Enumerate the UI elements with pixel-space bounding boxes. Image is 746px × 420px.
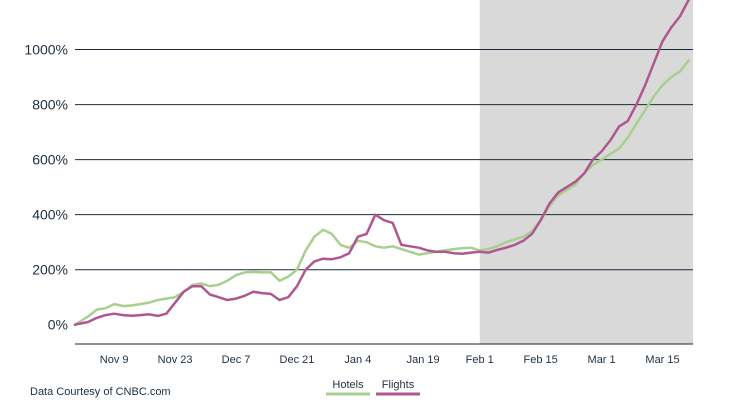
x-tick-label: Nov 23 [158, 354, 193, 366]
series-lines [73, 0, 690, 326]
x-tick-label: Feb 1 [466, 354, 494, 366]
gridlines [75, 49, 693, 271]
y-tick-label: 0% [48, 317, 68, 333]
x-tick-label: Feb 15 [524, 354, 558, 366]
x-tick-label: Jan 19 [407, 354, 440, 366]
legend-label-flights: Flights [382, 379, 415, 391]
y-tick-label: 200% [32, 262, 68, 278]
x-tick-label: Mar 1 [588, 354, 616, 366]
source-note: Data Courtesy of CNBC.com [30, 386, 171, 398]
y-axis-ticks: 0% 200% 400% 600% 800% 1000% [24, 42, 68, 333]
y-tick-label: 800% [32, 97, 68, 113]
x-tick-label: Mar 15 [645, 354, 679, 366]
x-tick-label: Nov 9 [100, 354, 129, 366]
x-tick-label: Dec 21 [280, 354, 315, 366]
x-tick-label: Jan 4 [344, 354, 371, 366]
y-tick-label: 600% [32, 152, 68, 168]
x-tick-label: Dec 7 [222, 354, 251, 366]
y-tick-label: 400% [32, 207, 68, 223]
legend: Hotels Flights [326, 379, 420, 396]
legend-label-hotels: Hotels [332, 379, 364, 391]
series-line-flights [73, 0, 690, 326]
x-axis-ticks: Nov 9 Nov 23 Dec 7 Dec 21 Jan 4 Jan 19 Feb 1 Fe… [100, 354, 680, 366]
y-tick-label: 1000% [24, 42, 68, 58]
